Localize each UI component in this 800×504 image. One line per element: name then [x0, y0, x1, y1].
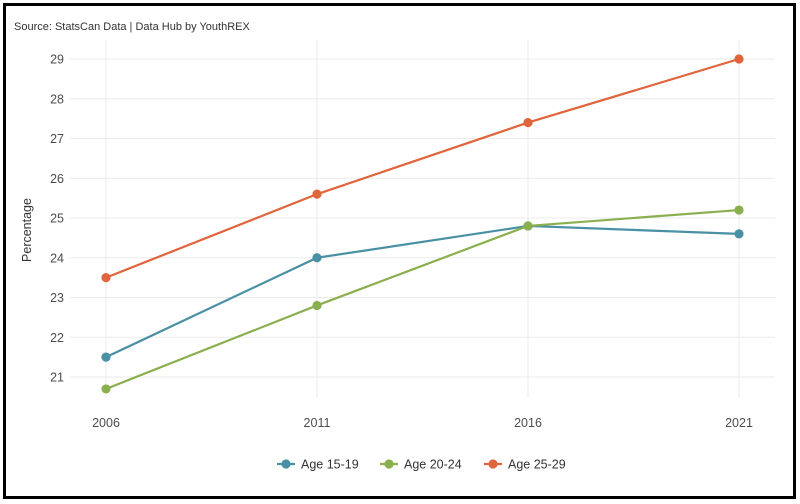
grid-lines: [70, 40, 775, 398]
data-point: [312, 253, 322, 263]
x-tick-label: 2011: [304, 416, 331, 430]
legend-label: Age 25-29: [508, 458, 566, 472]
x-tick-label: 2006: [92, 416, 120, 430]
y-tick-label: 29: [50, 53, 64, 67]
series-line: [105, 208, 740, 390]
legend-item: Age 20-24: [380, 458, 462, 472]
y-tick-label: 24: [50, 251, 64, 265]
series-age-25-29: [101, 54, 744, 283]
series-lines: [101, 54, 744, 394]
legend-item: Age 25-29: [484, 458, 566, 472]
legend-label: Age 20-24: [404, 458, 462, 472]
y-tick-label: 27: [50, 132, 64, 146]
data-point: [101, 384, 111, 394]
y-tick-label: 26: [50, 172, 64, 186]
x-axis-ticks: 2006 2011 2016 2021: [92, 416, 753, 430]
legend-label: Age 15-19: [301, 458, 359, 472]
legend-swatch-point: [488, 459, 498, 469]
data-point: [523, 221, 533, 231]
y-tick-label: 28: [50, 92, 64, 106]
series-age-20-24: [101, 205, 744, 394]
y-tick-label: 22: [50, 331, 64, 345]
series-line: [105, 224, 740, 359]
legend: Age 15-19 Age 20-24 Age 25-29: [277, 458, 566, 472]
y-tick-label: 23: [50, 291, 64, 305]
data-point: [101, 352, 111, 362]
data-point: [523, 118, 533, 128]
y-tick-label: 25: [50, 212, 64, 226]
series-line: [105, 57, 740, 279]
legend-swatch-point: [281, 459, 291, 469]
data-point: [734, 205, 744, 215]
y-tick-label: 21: [50, 371, 64, 385]
data-point: [734, 229, 744, 239]
legend-item: Age 15-19: [277, 458, 359, 472]
source-note: Source: StatsCan Data | Data Hub by Yout…: [14, 21, 250, 33]
chart-frame: [3, 3, 796, 499]
data-point: [101, 273, 111, 283]
x-tick-label: 2021: [725, 416, 753, 430]
data-point: [312, 189, 322, 199]
data-point: [312, 300, 322, 311]
data-point: [734, 54, 744, 64]
y-axis-ticks: 21 22 23 24 25 26 27 28 29: [50, 53, 64, 385]
y-axis-label: Percentage: [20, 198, 34, 262]
x-tick-label: 2016: [514, 416, 542, 430]
legend-swatch-point: [384, 459, 394, 469]
